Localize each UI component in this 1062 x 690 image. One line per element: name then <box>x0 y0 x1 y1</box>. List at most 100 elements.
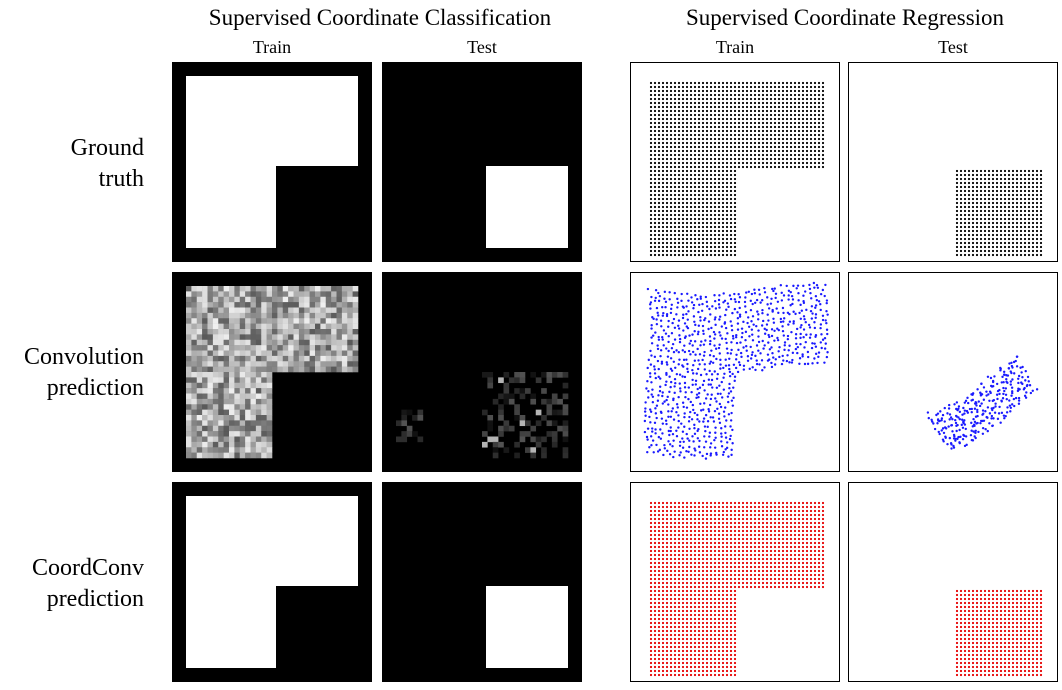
regression-point <box>669 633 673 637</box>
regression-point <box>713 93 717 97</box>
heatmap-cell <box>261 436 267 443</box>
regression-point <box>685 585 689 589</box>
regression-point <box>669 145 673 149</box>
heatmap-cell <box>245 361 251 367</box>
regression-point <box>817 351 821 354</box>
heatmap-cell <box>196 339 203 346</box>
regression-point <box>709 197 713 201</box>
regression-point <box>721 505 725 509</box>
regression-point <box>653 193 657 197</box>
regression-point <box>729 109 733 113</box>
regression-point <box>673 509 677 513</box>
regression-point <box>737 577 741 581</box>
regression-point <box>721 625 725 629</box>
regression-point <box>693 93 697 97</box>
regression-point <box>649 410 653 413</box>
regression-point <box>721 545 725 549</box>
regression-point <box>955 241 959 245</box>
heatmap-cell <box>261 377 267 384</box>
heatmap-cell <box>234 415 241 421</box>
heatmap-cell <box>535 420 542 427</box>
heatmap-cell <box>239 307 246 314</box>
regression-point <box>708 342 712 346</box>
regression-point <box>685 529 689 533</box>
regression-point <box>991 197 995 201</box>
regression-point <box>729 665 733 669</box>
regression-point <box>685 637 689 641</box>
heatmap-cell <box>277 361 284 367</box>
regression-point <box>713 241 717 245</box>
regression-point <box>975 193 979 197</box>
regression-point <box>769 145 773 149</box>
regression-point <box>762 347 765 350</box>
heatmap-cell <box>250 350 257 357</box>
regression-point <box>663 290 667 294</box>
regression-point <box>673 625 677 629</box>
regression-point <box>681 253 685 257</box>
regression-point <box>689 339 693 343</box>
regression-point <box>749 97 753 101</box>
regression-point <box>782 359 785 362</box>
regression-point <box>1017 377 1020 380</box>
regression-point <box>709 549 713 553</box>
regression-point <box>1007 173 1011 177</box>
regression-point <box>677 613 681 617</box>
regression-point <box>970 429 973 432</box>
regression-point <box>697 141 701 145</box>
regression-point <box>757 81 761 85</box>
regression-point <box>1023 221 1027 225</box>
regression-point <box>733 673 737 677</box>
regression-point <box>673 129 677 133</box>
regression-point <box>689 605 693 609</box>
regression-point <box>1007 249 1011 253</box>
regression-point <box>685 621 689 625</box>
regression-point <box>675 372 679 376</box>
regression-point <box>721 637 725 641</box>
regression-point <box>814 316 817 319</box>
regression-point <box>717 145 721 149</box>
regression-point <box>817 157 821 161</box>
heatmap-cell <box>347 361 353 367</box>
regression-point <box>649 161 653 165</box>
regression-point <box>725 201 729 205</box>
heatmap-cell <box>498 393 504 400</box>
regression-point <box>693 505 697 509</box>
regression-point <box>963 169 967 173</box>
regression-point <box>705 533 709 537</box>
regression-point <box>677 327 681 330</box>
regression-point <box>673 161 677 165</box>
regression-point <box>1011 221 1015 225</box>
regression-point <box>999 193 1003 197</box>
regression-point <box>734 358 738 361</box>
regression-point <box>725 585 729 589</box>
regression-point <box>1031 181 1035 185</box>
regression-point <box>773 133 777 137</box>
regression-point <box>793 125 797 129</box>
regression-point <box>1004 387 1008 390</box>
regression-point <box>967 173 971 177</box>
heatmap-cell <box>218 345 224 351</box>
regression-point <box>678 444 682 447</box>
regression-point <box>681 189 685 193</box>
regression-point <box>721 629 725 633</box>
regression-point <box>721 673 725 677</box>
regression-point <box>681 517 685 521</box>
regression-point <box>979 421 982 425</box>
regression-point <box>649 121 653 125</box>
heatmap-cell <box>261 425 267 432</box>
regression-point <box>693 525 697 529</box>
heatmap-cell <box>336 329 343 335</box>
regression-point <box>689 669 693 673</box>
regression-point <box>669 177 673 181</box>
regression-point <box>689 533 693 537</box>
regression-point <box>991 193 995 197</box>
regression-point <box>677 249 681 253</box>
regression-point <box>725 153 729 157</box>
regression-point <box>685 589 689 593</box>
regression-point <box>1039 217 1043 221</box>
heatmap-cell <box>239 296 246 303</box>
regression-point <box>653 561 657 565</box>
regression-point <box>680 292 683 296</box>
regression-point <box>661 637 665 641</box>
regression-point <box>705 153 709 157</box>
